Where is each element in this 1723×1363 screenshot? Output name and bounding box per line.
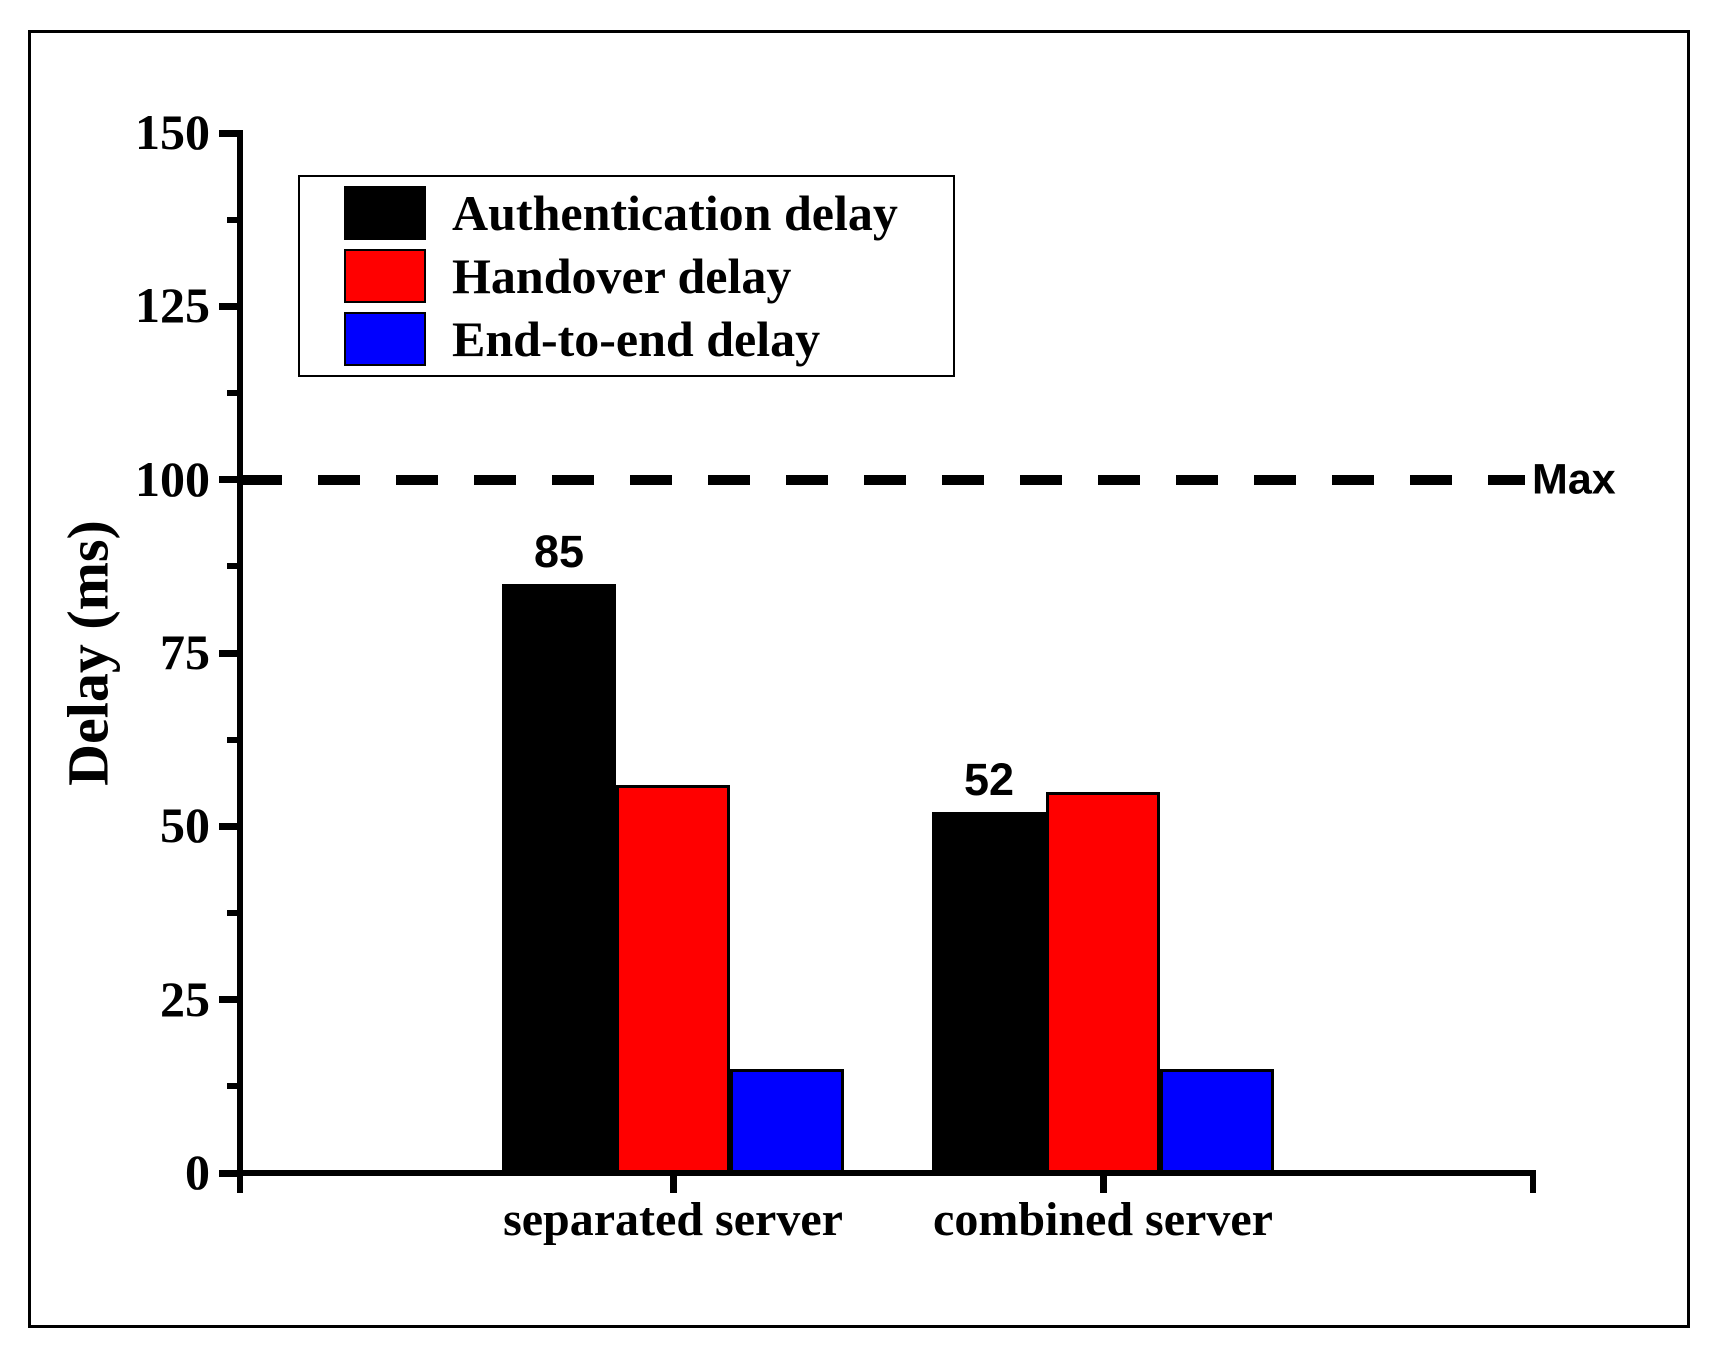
y-minor-tick: [227, 216, 240, 223]
x-tick: [1099, 1176, 1107, 1193]
legend-swatch: [344, 249, 426, 303]
bar: [1046, 791, 1160, 1173]
x-tick: [669, 1176, 677, 1193]
y-tick-label: 0: [185, 1144, 210, 1200]
y-tick-label: 50: [160, 797, 210, 854]
legend-item-label: Authentication delay: [452, 185, 898, 241]
y-major-tick: [219, 476, 240, 484]
bar: [932, 812, 1046, 1173]
legend-swatch: [344, 312, 426, 366]
y-axis-line: [237, 130, 243, 1193]
y-major-tick: [219, 129, 240, 137]
y-tick-label: 125: [135, 277, 210, 334]
bar-value-label: 52: [963, 754, 1015, 806]
bar: [730, 1069, 844, 1173]
bar: [502, 583, 616, 1173]
bar: [1160, 1069, 1274, 1173]
y-tick-label: 150: [135, 104, 210, 160]
y-minor-tick: [227, 1083, 240, 1090]
bar: [616, 784, 730, 1173]
bar-value-label: 85: [533, 525, 585, 577]
x-category-label: combined server: [933, 1193, 1273, 1246]
legend-item-label: End-to-end delay: [452, 311, 821, 367]
x-axis-end-cap: [1530, 1170, 1536, 1193]
y-minor-tick: [227, 563, 240, 570]
x-category-label: separated server: [503, 1193, 843, 1246]
y-minor-tick: [227, 390, 240, 396]
y-major-tick: [219, 649, 240, 657]
y-tick-label: 25: [160, 970, 210, 1027]
y-major-tick: [219, 1169, 240, 1177]
y-major-tick: [219, 822, 240, 830]
max-reference-label: Max: [1532, 455, 1616, 504]
legend-box: Authentication delay Handover delay End-to…: [298, 175, 955, 377]
y-minor-tick: [227, 736, 240, 743]
y-tick-label: 75: [160, 624, 210, 680]
legend-item: Handover delay: [344, 249, 953, 303]
legend-item-label: Handover delay: [452, 248, 792, 304]
legend-swatch: [344, 186, 426, 240]
y-major-tick: [219, 996, 240, 1004]
y-tick-label: 100: [135, 450, 210, 507]
y-major-tick: [219, 302, 240, 310]
y-minor-tick: [227, 910, 240, 916]
x-axis-line: [237, 1170, 1536, 1176]
max-reference-line: [240, 474, 1525, 485]
legend-item: Authentication delay: [344, 186, 953, 240]
legend-item: End-to-end delay: [344, 312, 953, 366]
